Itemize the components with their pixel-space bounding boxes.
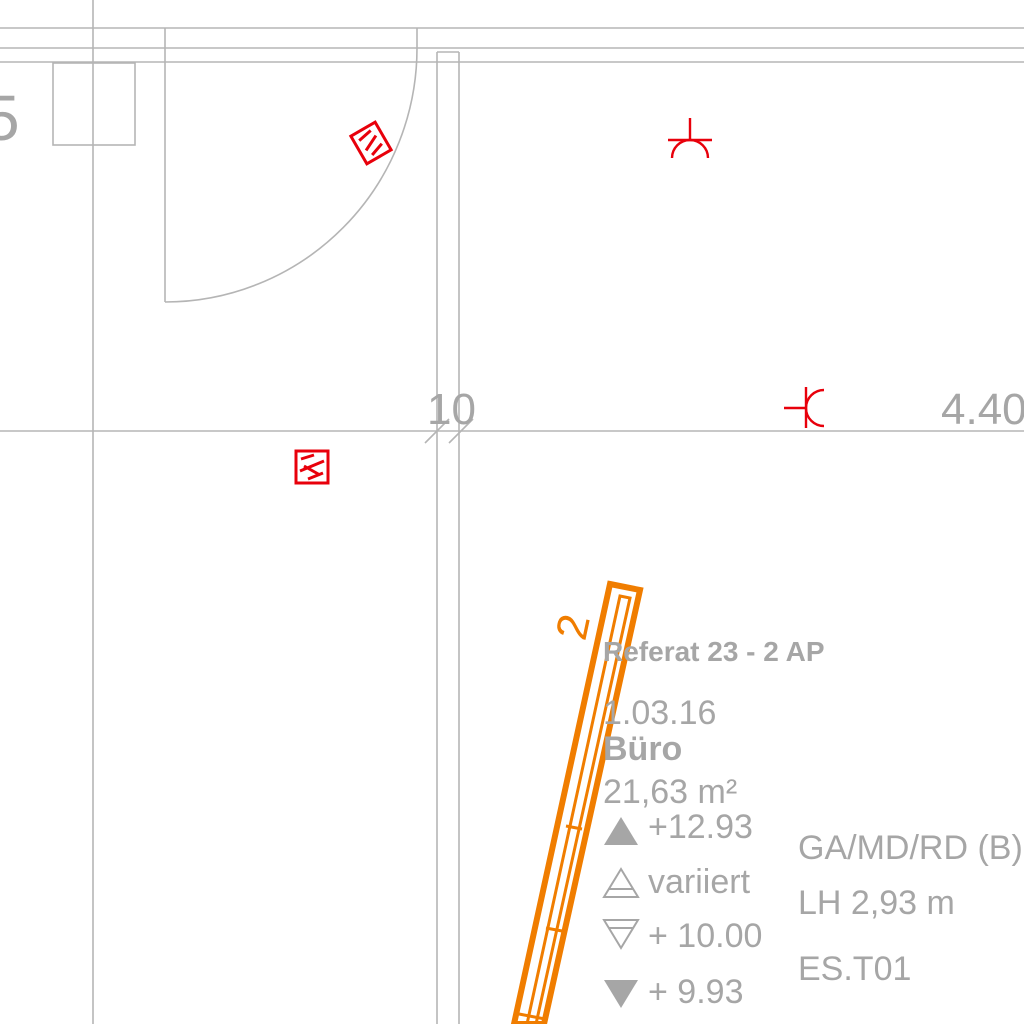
electrical-outlet-icon <box>348 120 394 166</box>
room-area: 21,63 m² <box>603 773 737 811</box>
door-swing <box>164 28 418 303</box>
filled-up-triangle-icon <box>604 817 638 845</box>
room-number-fragment: 5 <box>0 82 20 154</box>
electrical-box-icon <box>294 449 330 485</box>
ramp-element <box>510 580 644 1024</box>
level-raw-floor: + 9.93 <box>648 973 743 1011</box>
room-name: Büro <box>603 730 682 768</box>
ramp-number: 2 <box>547 610 600 644</box>
filled-down-triangle-icon <box>604 980 638 1008</box>
outline-up-triangle-icon <box>602 867 640 898</box>
light-fixture-icon <box>668 118 712 159</box>
room-code: ES.T01 <box>798 950 911 988</box>
floor-finish: GA/MD/RD (B) <box>798 829 1023 867</box>
clear-height: LH 2,93 m <box>798 884 955 922</box>
room-department: Referat 23 - 2 AP <box>603 636 825 667</box>
dimension-ticks <box>424 418 474 444</box>
level-ceiling: variiert <box>648 863 751 901</box>
dimension-label-left: 10 <box>427 385 476 434</box>
outline-down-triangle-icon <box>602 919 640 950</box>
room-date: 1.03.16 <box>603 694 716 732</box>
level-top: +12.93 <box>648 808 753 846</box>
wall-socket-icon <box>784 387 825 428</box>
dimension-label-right: 4.40 <box>941 385 1024 434</box>
level-floor: + 10.00 <box>648 917 762 955</box>
